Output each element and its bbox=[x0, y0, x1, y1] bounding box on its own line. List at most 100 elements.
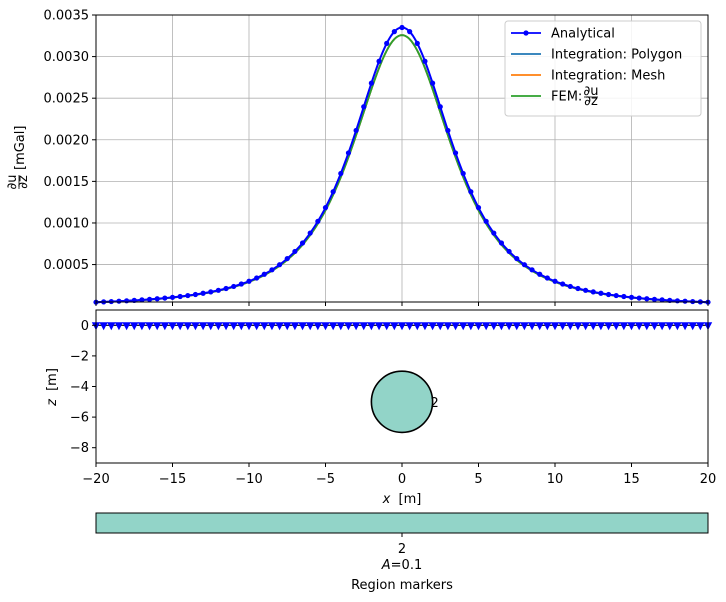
sensor-marker bbox=[313, 322, 323, 331]
bottom-x-axis-label: x [m] bbox=[382, 492, 422, 507]
svg-text:x [m]: x [m] bbox=[382, 492, 422, 507]
sensor-marker bbox=[489, 322, 498, 331]
analytical-point bbox=[659, 297, 665, 303]
sensor-marker bbox=[221, 322, 231, 331]
top-x-ticks bbox=[95, 302, 709, 306]
sensor-marker bbox=[535, 322, 544, 331]
legend-label-1: Integration: Polygon bbox=[551, 48, 682, 63]
sensor-marker bbox=[619, 322, 629, 331]
sensor-marker bbox=[459, 322, 468, 331]
bottom-x-tick-label: −5 bbox=[316, 472, 335, 487]
analytical-point bbox=[162, 295, 168, 301]
analytical-point bbox=[651, 296, 658, 302]
analytical-point bbox=[613, 292, 619, 299]
analytical-point bbox=[430, 80, 436, 86]
sensor-marker bbox=[688, 322, 697, 331]
bottom-x-tick-label: 10 bbox=[547, 472, 564, 487]
analytical-point bbox=[575, 285, 581, 292]
sensor-marker bbox=[497, 322, 506, 331]
sensor-marker bbox=[351, 322, 361, 331]
bottom-x-tick-label: 5 bbox=[474, 472, 482, 487]
sensor-marker bbox=[374, 322, 384, 331]
sensor-marker bbox=[443, 322, 453, 331]
sensor-marker bbox=[665, 322, 674, 331]
sensor-marker bbox=[382, 322, 391, 331]
sensor-marker bbox=[390, 322, 399, 331]
analytical-point bbox=[674, 298, 681, 304]
sensor-marker bbox=[397, 322, 407, 331]
sensor-marker bbox=[512, 322, 521, 331]
bottom-x-tick-label: −15 bbox=[159, 472, 186, 487]
sensor-marker bbox=[244, 322, 254, 331]
sensor-marker bbox=[275, 322, 284, 331]
analytical-point bbox=[644, 296, 650, 302]
sensor-marker bbox=[657, 322, 667, 331]
analytical-point bbox=[628, 294, 635, 300]
analytical-point bbox=[277, 262, 283, 268]
sensor-marker bbox=[260, 322, 269, 331]
analytical-point bbox=[192, 291, 199, 298]
analytical-point bbox=[315, 218, 321, 224]
analytical-point bbox=[139, 297, 145, 303]
sensor-marker bbox=[596, 322, 606, 331]
analytical-point bbox=[361, 104, 367, 110]
colorbar-annotation: A=0.1 bbox=[381, 558, 422, 573]
analytical-point bbox=[468, 189, 474, 195]
analytical-point bbox=[598, 290, 604, 296]
sensor-marker bbox=[359, 322, 368, 331]
analytical-point bbox=[345, 150, 352, 156]
top-y-axis-label: ∂u ∂z [mGal] bbox=[5, 126, 31, 190]
sensor-marker bbox=[214, 322, 223, 331]
sensor-marker bbox=[466, 322, 476, 331]
sensor-marker bbox=[428, 322, 437, 331]
bottom-y-ticks: 0 −2 −4 −6 −8 bbox=[70, 319, 96, 456]
x-label-unit: [m] bbox=[399, 492, 422, 507]
sensor-marker bbox=[589, 322, 598, 331]
legend-box bbox=[504, 20, 702, 117]
sensor-marker bbox=[413, 322, 422, 331]
analytical-point bbox=[605, 291, 612, 298]
y-label-num: ∂u bbox=[5, 175, 20, 190]
sensor-marker bbox=[168, 322, 177, 331]
analytical-point bbox=[437, 104, 443, 110]
sensor-marker bbox=[581, 322, 590, 331]
analytical-point bbox=[491, 230, 497, 236]
sensor-marker bbox=[627, 322, 636, 331]
analytical-point bbox=[330, 189, 336, 195]
analytical-point bbox=[583, 287, 589, 293]
sensor-marker bbox=[153, 322, 162, 331]
sensor-marker bbox=[237, 322, 246, 331]
sensor-marker bbox=[474, 322, 483, 331]
sensor-marker bbox=[520, 322, 529, 331]
analytical-point bbox=[223, 285, 229, 292]
bottom-y-tick-label: −6 bbox=[70, 411, 89, 426]
top-y-tick-label: 0.0035 bbox=[44, 9, 90, 24]
bottom-y-axis-label: z [m] bbox=[45, 368, 60, 407]
sensor-marker bbox=[229, 322, 238, 331]
top-y-tick-label: 0.0030 bbox=[44, 50, 90, 65]
analytical-point bbox=[460, 170, 466, 177]
sensor-marker bbox=[504, 322, 514, 331]
bottom-shapes: 2 bbox=[91, 322, 713, 434]
sensor-marker bbox=[114, 322, 124, 331]
sensor-marker bbox=[283, 322, 292, 331]
z-label-unit: [m] bbox=[45, 368, 60, 391]
analytical-point bbox=[376, 58, 382, 64]
top-y-ticks: 0.0005 0.0010 0.0015 0.0020 0.0025 0.0030 0.00… bbox=[44, 9, 96, 273]
sensor-marker bbox=[145, 322, 154, 331]
analytical-point bbox=[231, 283, 237, 290]
analytical-point bbox=[384, 40, 390, 47]
analytical-point bbox=[307, 230, 313, 236]
top-series bbox=[93, 24, 711, 305]
sensor-marker bbox=[191, 322, 200, 331]
sensor-marker bbox=[336, 322, 345, 331]
bottom-x-tick-label: 15 bbox=[623, 472, 640, 487]
legend-frac-den: ∂z bbox=[584, 94, 598, 109]
legend: Analytical Integration: Polygon Integratio… bbox=[504, 20, 702, 117]
bottom-x-tick-label: 0 bbox=[398, 472, 406, 487]
top-y-tick-label: 0.0020 bbox=[44, 133, 90, 148]
legend-label-0: Analytical bbox=[551, 27, 615, 42]
analytical-point bbox=[292, 248, 298, 255]
analytical-point bbox=[269, 267, 275, 273]
analytical-point bbox=[514, 255, 520, 262]
